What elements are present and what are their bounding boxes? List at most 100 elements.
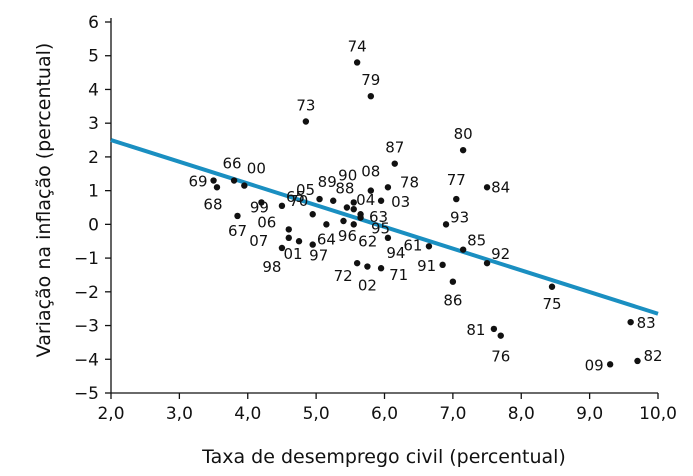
x-tick-label: 3,0: [166, 404, 193, 424]
data-point-label: 03: [391, 193, 410, 211]
data-point: [340, 217, 347, 225]
data-point-label: 63: [369, 208, 388, 226]
data-point-label: 62: [358, 232, 377, 250]
trend-line: [110, 138, 659, 316]
data-point: [449, 278, 457, 285]
data-point: [367, 187, 375, 194]
data-point-label: 83: [637, 314, 656, 332]
data-point-label: 08: [361, 163, 380, 181]
data-point: [309, 241, 316, 248]
data-point: [442, 221, 450, 228]
data-point-label: 82: [643, 347, 662, 365]
x-tick-label: 7,0: [439, 404, 466, 424]
y-tick-label: −2: [74, 283, 99, 303]
data-point-label: 64: [317, 230, 336, 248]
data-point-label: 92: [491, 245, 510, 263]
y-tick-label: 0: [88, 215, 99, 235]
y-tick-label: 2: [88, 148, 99, 168]
data-point: [323, 221, 330, 228]
data-point: [483, 184, 491, 191]
data-point-label: 68: [203, 195, 222, 213]
data-point: [309, 211, 316, 218]
data-point-label: 66: [223, 155, 242, 173]
data-point: [384, 184, 392, 191]
data-point: [278, 244, 286, 252]
data-point-label: 05: [296, 181, 315, 199]
data-point-label: 72: [334, 267, 353, 285]
data-point-label: 09: [585, 356, 604, 374]
data-point: [634, 357, 641, 365]
y-tick-label: 4: [88, 80, 99, 100]
data-point: [384, 234, 392, 242]
data-point: [497, 332, 504, 339]
tick-marks: 2,0 3,0 4,0 5,0 6,0 7,0 8,0 9,0 10,06543210−1−2−…: [74, 13, 677, 424]
data-point-label: 86: [443, 292, 462, 310]
data-point: [367, 93, 375, 100]
axes: [110, 18, 658, 394]
data-point: [377, 197, 385, 204]
data-point: [230, 177, 238, 184]
data-point-label: 93: [450, 208, 469, 226]
data-point-label: 88: [335, 180, 354, 198]
y-tick-label: 3: [88, 114, 99, 134]
data-point-label: 85: [467, 232, 486, 250]
data-point: [285, 226, 292, 233]
y-tick-label: −4: [74, 350, 99, 370]
data-point-label: 73: [296, 96, 315, 114]
data-point-label: 99: [250, 198, 269, 216]
data-point: [213, 184, 221, 191]
data-point: [483, 259, 491, 267]
data-point-label: 81: [466, 321, 485, 339]
data-point: [302, 118, 310, 125]
x-tick-label: 10,0: [639, 404, 677, 424]
data-point-label: 75: [542, 295, 561, 313]
y-tick-label: −1: [74, 249, 99, 269]
data-point-label: 07: [249, 232, 268, 250]
data-point-label: 61: [403, 236, 422, 254]
data-point: [548, 283, 556, 290]
data-point-label: 91: [417, 257, 436, 275]
trend-line-group: [110, 138, 659, 316]
x-tick-label: 8,0: [508, 404, 535, 424]
y-tick-label: 1: [88, 182, 99, 202]
y-tick-label: 5: [88, 47, 99, 67]
data-point-label: 97: [309, 247, 328, 265]
data-point: [278, 202, 286, 210]
data-point-label: 74: [348, 37, 367, 55]
data-point: [330, 197, 337, 204]
data-point-label: 89: [318, 173, 337, 191]
data-points: [210, 59, 641, 368]
data-point-label: 04: [356, 191, 375, 209]
data-point-label: 70: [289, 192, 308, 210]
data-point: [490, 325, 498, 333]
data-point: [391, 160, 398, 167]
data-point-label: 00: [247, 160, 266, 178]
data-point: [425, 243, 433, 250]
data-point: [241, 182, 248, 189]
data-point-label: 80: [454, 125, 473, 143]
data-point: [377, 265, 385, 272]
y-tick-label: −5: [74, 384, 99, 404]
data-point: [234, 212, 241, 220]
data-point: [627, 318, 634, 326]
data-point: [343, 204, 351, 211]
data-point-label: 90: [338, 166, 357, 184]
data-point: [350, 221, 357, 228]
data-point: [606, 361, 614, 368]
data-point: [364, 263, 371, 270]
data-point-label: 78: [400, 173, 419, 191]
data-point: [316, 195, 323, 203]
y-tick-label: −3: [74, 317, 99, 337]
data-point-label: 94: [386, 244, 405, 262]
data-point-label: 95: [371, 220, 390, 238]
data-point: [285, 234, 292, 242]
data-point-label: 71: [389, 266, 408, 284]
data-point-label: 96: [338, 227, 357, 245]
data-point: [353, 259, 361, 267]
x-tick-label: 5,0: [303, 404, 330, 424]
x-tick-label: 2,0: [97, 404, 124, 424]
data-point-label: 06: [257, 213, 276, 231]
data-point: [353, 59, 361, 66]
